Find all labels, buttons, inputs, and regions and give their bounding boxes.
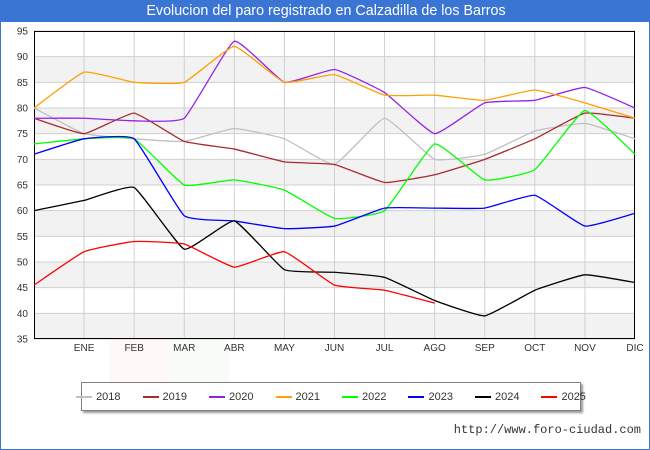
svg-text:80: 80: [17, 104, 29, 115]
svg-text:DIC: DIC: [626, 343, 643, 351]
svg-text:JUN: JUN: [325, 343, 344, 351]
svg-text:FEB: FEB: [124, 343, 144, 351]
svg-text:ABR: ABR: [224, 343, 245, 351]
svg-text:95: 95: [17, 27, 29, 38]
svg-text:90: 90: [17, 52, 29, 63]
svg-text:55: 55: [17, 232, 29, 243]
svg-text:45: 45: [17, 283, 29, 294]
svg-text:65: 65: [17, 181, 29, 192]
svg-text:SEP: SEP: [475, 343, 495, 351]
svg-text:70: 70: [17, 155, 29, 166]
svg-text:JUL: JUL: [376, 343, 394, 351]
svg-text:35: 35: [17, 335, 29, 346]
svg-text:60: 60: [17, 206, 29, 217]
svg-text:MAY: MAY: [274, 343, 295, 351]
svg-text:85: 85: [17, 78, 29, 89]
svg-text:40: 40: [17, 309, 29, 320]
svg-text:50: 50: [17, 258, 29, 269]
svg-text:OCT: OCT: [524, 343, 545, 351]
svg-text:ENE: ENE: [74, 343, 95, 351]
svg-text:75: 75: [17, 129, 29, 140]
svg-text:NOV: NOV: [574, 343, 596, 351]
svg-text:AGO: AGO: [424, 343, 446, 351]
svg-text:MAR: MAR: [173, 343, 195, 351]
